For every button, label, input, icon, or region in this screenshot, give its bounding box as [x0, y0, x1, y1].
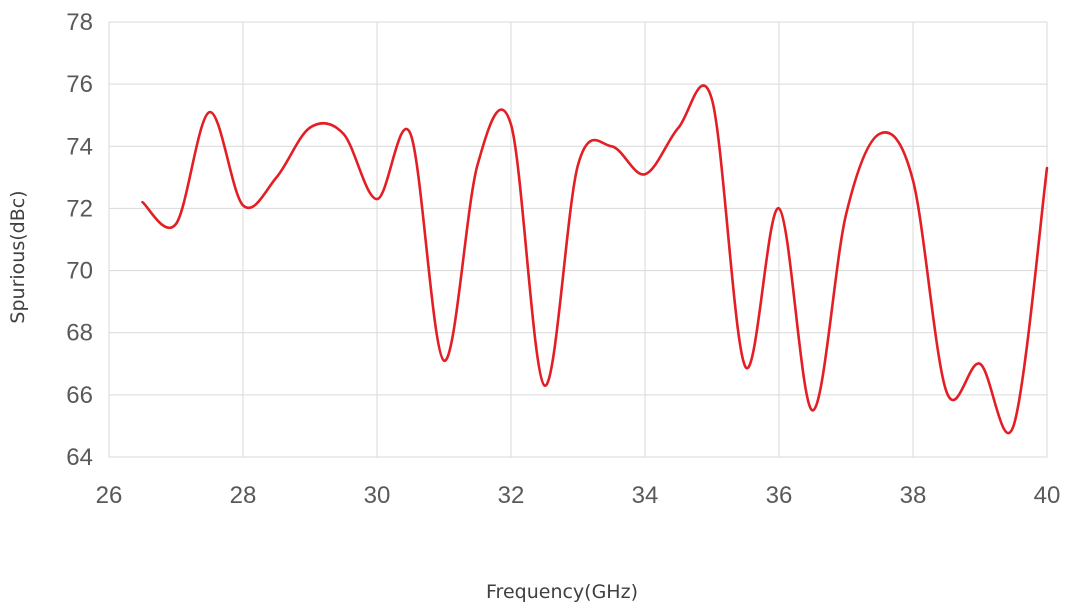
x-tick-label: 38 [900, 482, 927, 509]
x-tick-label: 36 [766, 482, 793, 509]
y-tick-label: 70 [66, 258, 93, 285]
y-tick-label: 64 [66, 444, 93, 471]
series [141, 84, 1049, 435]
y-axis-title: Spurious(dBc) [7, 190, 29, 323]
series-line [141, 84, 1049, 435]
x-tick-label: 32 [498, 482, 525, 509]
x-axis-title: Frequency(GHz) [486, 581, 638, 603]
x-tick-label: 34 [632, 482, 659, 509]
x-tick-label: 30 [364, 482, 391, 509]
y-tick-label: 66 [66, 382, 93, 409]
y-tick-label: 74 [66, 133, 93, 160]
x-tick-label: 26 [96, 482, 123, 509]
y-tick-label: 76 [66, 71, 93, 98]
y-tick-label: 68 [66, 320, 93, 347]
y-tick-label: 72 [66, 195, 93, 222]
x-tick-label: 28 [230, 482, 257, 509]
y-tick-label: 78 [66, 9, 93, 36]
grid [108, 21, 1048, 458]
x-tick-label: 40 [1034, 482, 1061, 509]
tick-labels: 26 28 30 32 34 36 38 40 64 66 68 70 72 74 76 78 [66, 9, 1060, 509]
